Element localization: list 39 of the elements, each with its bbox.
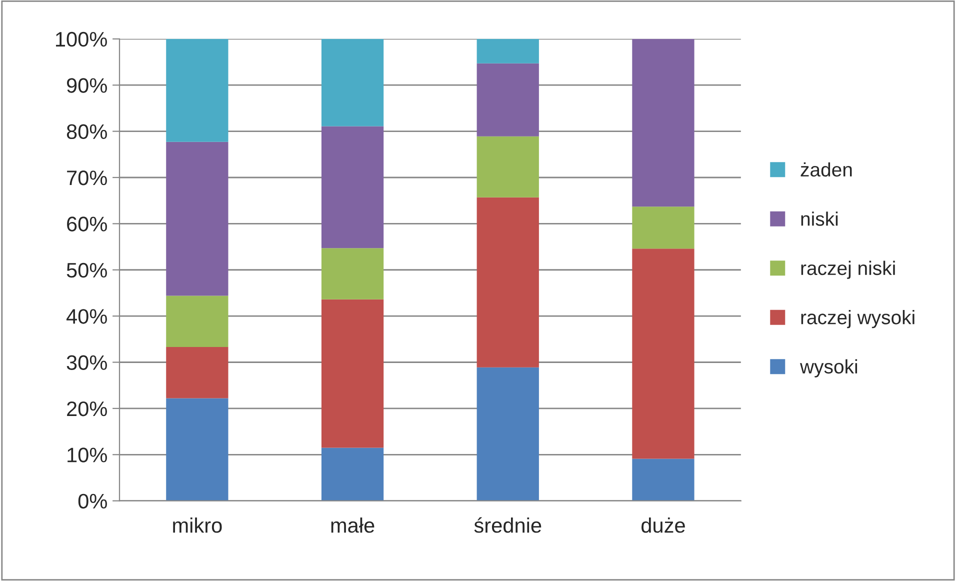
bar	[632, 38, 694, 207]
y-tick-label: 70%	[67, 170, 107, 186]
y-tick-label: 90%	[66, 78, 107, 93]
y-tick-label: 80%	[66, 124, 107, 140]
y-tick-label: 60%	[67, 216, 107, 232]
bar	[166, 296, 228, 348]
bar	[166, 142, 228, 296]
bar	[632, 206, 694, 249]
legend-label: żaden	[800, 162, 852, 177]
bar	[476, 367, 539, 501]
bar	[321, 126, 384, 248]
bar	[166, 38, 228, 142]
legend-label: raczej niski	[801, 260, 895, 279]
bar	[321, 448, 384, 501]
y-tick-label: 20%	[67, 401, 107, 416]
bar	[166, 347, 228, 398]
bar	[476, 38, 539, 64]
y-tick-label: 10%	[68, 448, 107, 462]
x-tick-label: duże	[642, 517, 685, 533]
bar	[476, 63, 539, 136]
bar	[321, 248, 384, 300]
legend-label: wysoki	[800, 359, 858, 378]
bar	[632, 248, 694, 459]
y-tick-label: 50%	[66, 262, 107, 278]
legend-label: niski	[801, 212, 838, 226]
bar	[476, 197, 539, 368]
legend-label: raczej wysoki	[801, 310, 914, 328]
x-tick-label: mikro	[173, 517, 222, 533]
bar	[476, 136, 539, 198]
y-tick-label: 40%	[66, 309, 107, 324]
bar	[166, 398, 228, 501]
y-tick-label: 0%	[78, 494, 107, 509]
bar	[321, 38, 384, 126]
y-tick-label: 100%	[56, 32, 107, 47]
x-tick-label: średnie	[474, 517, 542, 533]
x-tick-label: małe	[331, 517, 374, 533]
y-tick-label: 30%	[66, 355, 107, 370]
bar	[321, 299, 384, 448]
bar	[632, 458, 694, 501]
